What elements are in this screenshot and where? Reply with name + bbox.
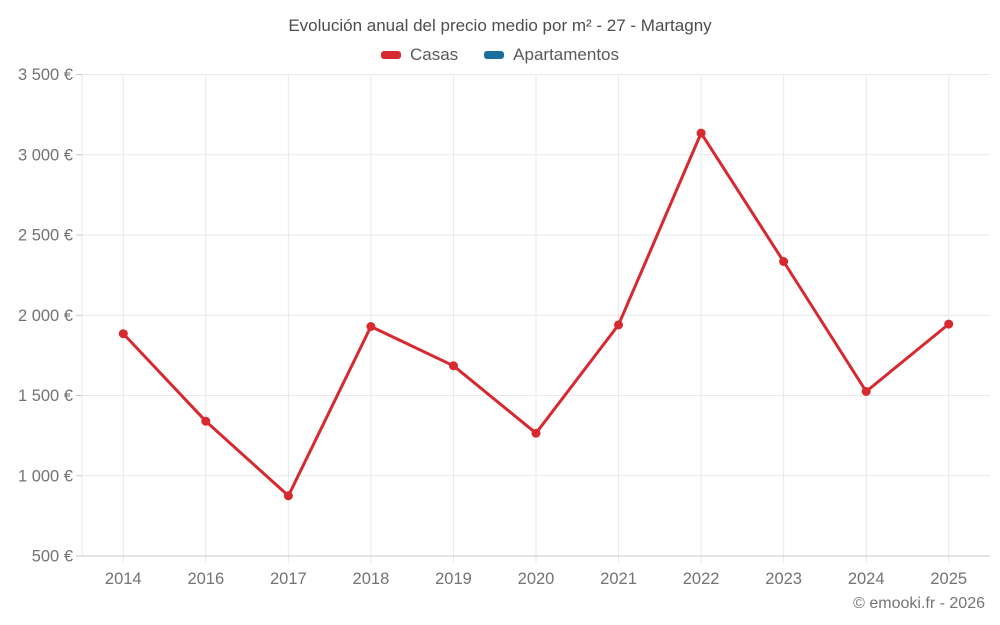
- x-tick-label: 2018: [353, 570, 390, 588]
- x-tick-label: 2024: [848, 570, 885, 588]
- x-tick-label: 2022: [683, 570, 720, 588]
- data-point-casas: [283, 491, 293, 501]
- data-point-casas: [696, 128, 706, 138]
- y-tick-label: 2 000 €: [18, 307, 73, 325]
- y-tick-label: 3 000 €: [18, 146, 73, 164]
- x-tick-label: 2017: [270, 570, 307, 588]
- legend-swatch-apartamentos: [484, 51, 505, 59]
- data-point-casas: [779, 257, 789, 266]
- legend-label-apartamentos: Apartamentos: [513, 45, 620, 64]
- data-point-casas: [201, 416, 211, 426]
- y-tick-label: 1 500 €: [18, 387, 73, 405]
- x-tick-label: 2014: [105, 570, 142, 588]
- data-point-casas: [861, 387, 871, 396]
- x-tick-label: 2023: [765, 570, 802, 588]
- data-point-casas: [944, 319, 954, 329]
- y-tick-label: 2 500 €: [18, 227, 73, 245]
- y-tick-label: 500 €: [32, 548, 73, 566]
- legend-label-casas: Casas: [409, 45, 459, 64]
- footer-credit: © emooki.fr - 2026: [853, 595, 985, 612]
- chart-title: Evolución anual del precio medio por m² …: [288, 16, 712, 35]
- x-tick-label: 2020: [518, 570, 555, 588]
- legend-item-casas: Casas: [380, 45, 459, 65]
- x-tick-label: 2016: [187, 570, 224, 588]
- legend: Casas Apartamentos: [0, 45, 1000, 65]
- x-tick-label: 2021: [600, 570, 637, 588]
- legend-swatch-casas: [380, 51, 401, 59]
- x-tick-label: 2025: [930, 570, 967, 588]
- y-tick-label: 3 500 €: [18, 66, 73, 84]
- data-point-casas: [614, 320, 623, 330]
- x-tick-label: 2019: [435, 570, 472, 588]
- y-tick-label: 1 000 €: [18, 467, 73, 485]
- data-point-casas: [449, 361, 458, 371]
- legend-item-apartamentos: Apartamentos: [484, 45, 619, 65]
- data-point-casas: [531, 428, 541, 438]
- data-point-casas: [366, 322, 376, 331]
- data-point-casas: [118, 329, 128, 339]
